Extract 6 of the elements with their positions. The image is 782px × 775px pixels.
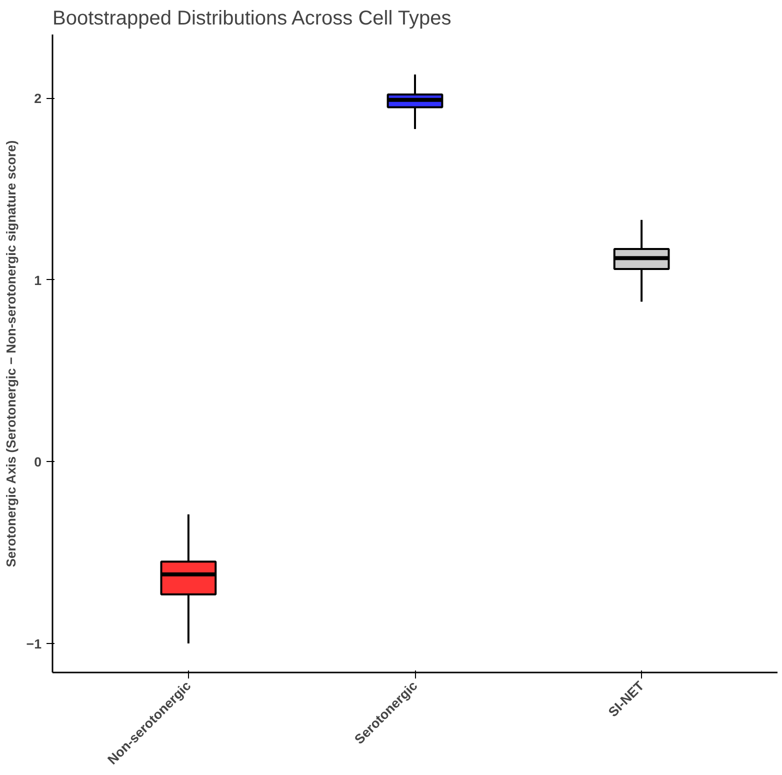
y-tick-label: 0 [34,454,42,470]
y-tick-label: −1 [26,636,42,652]
chart-title: Bootstrapped Distributions Across Cell Types [52,8,452,30]
y-axis-title: Serotonergic Axis (Serotonergic − Non-serotonergic signature score) [3,140,18,568]
y-tick-label: 1 [34,272,42,288]
y-tick-label: 2 [34,91,42,106]
